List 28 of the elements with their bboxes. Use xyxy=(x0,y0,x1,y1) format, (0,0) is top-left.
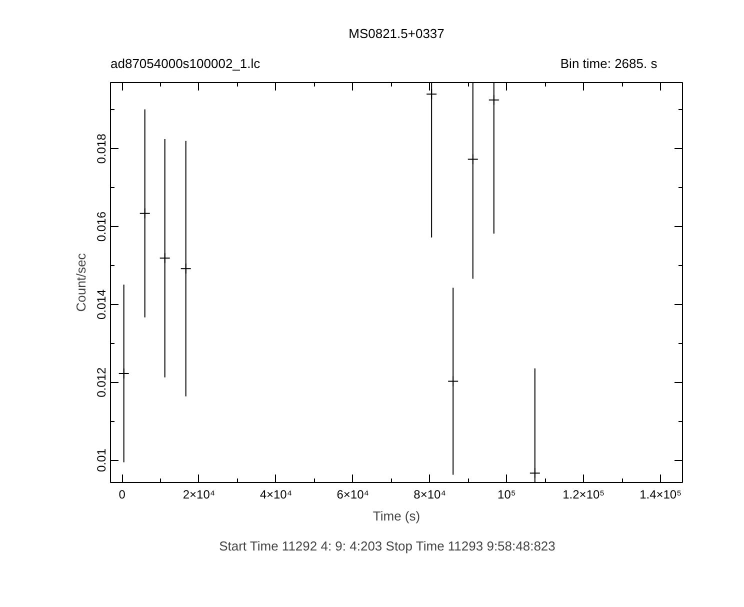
point xyxy=(448,376,459,387)
point xyxy=(488,94,500,106)
point xyxy=(159,252,170,264)
x-tick-label: 8×10⁴ xyxy=(414,488,446,502)
x-tick-label: 4×10⁴ xyxy=(260,488,292,502)
x-tick-label: 1.2×10⁵ xyxy=(562,488,605,502)
y-tick-label: 0.01 xyxy=(94,448,108,472)
y-tick-label: 0.018 xyxy=(94,133,108,164)
point xyxy=(467,154,478,165)
text: Start Time 11292 4: 9: 4:203 Stop Time 11293 9:58:48:823 xyxy=(219,538,556,554)
x-tick-label: 1.4×10⁵ xyxy=(640,488,682,502)
x-axis-title: Time (s) xyxy=(372,508,420,524)
x-tick-label: 2×10⁴ xyxy=(182,488,216,502)
point xyxy=(529,468,540,479)
y-tick-label: 0.016 xyxy=(94,211,108,242)
x-tick-label: 0 xyxy=(118,488,126,502)
y-tick-label: 0.014 xyxy=(94,289,108,320)
y-tick-label: 0.012 xyxy=(94,367,108,398)
y-axis-title: Count/sec xyxy=(74,252,88,312)
point xyxy=(180,263,192,274)
text: ad87054000s100002_1.lc xyxy=(110,56,261,71)
chart-title: MS0821.5+0337 xyxy=(348,26,444,42)
text: Bin time: 2685. s xyxy=(560,56,658,71)
point xyxy=(139,208,150,219)
point xyxy=(426,88,438,100)
x-tick-label: 10⁵ xyxy=(498,488,516,502)
point xyxy=(118,368,130,379)
x-tick-label: 6×10⁴ xyxy=(336,488,369,502)
